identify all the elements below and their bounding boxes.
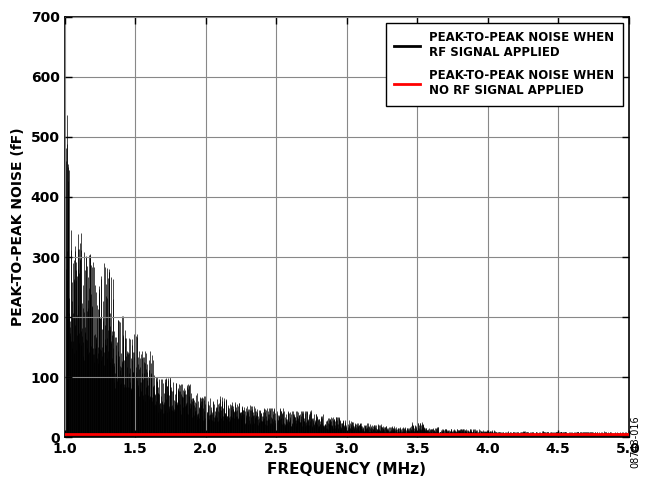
X-axis label: FREQUENCY (MHz): FREQUENCY (MHz) — [267, 462, 426, 477]
Text: 08743-016: 08743-016 — [630, 416, 640, 468]
Y-axis label: PEAK-TO-PEAK NOISE (fF): PEAK-TO-PEAK NOISE (fF) — [11, 128, 25, 326]
Legend: PEAK-TO-PEAK NOISE WHEN
RF SIGNAL APPLIED, PEAK-TO-PEAK NOISE WHEN
NO RF SIGNAL : PEAK-TO-PEAK NOISE WHEN RF SIGNAL APPLIE… — [385, 22, 623, 106]
